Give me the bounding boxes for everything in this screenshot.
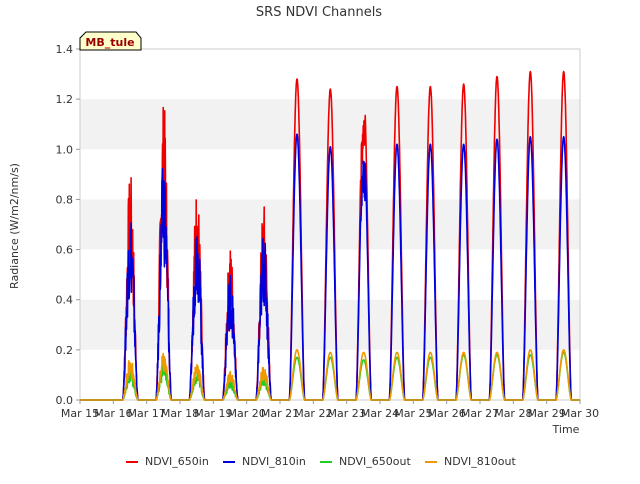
x-tick-label: Mar 29 xyxy=(528,407,566,420)
x-tick-label: Mar 20 xyxy=(228,407,266,420)
legend-label: NDVI_650out xyxy=(339,455,411,468)
grid-band xyxy=(80,199,580,250)
chart-title: SRS NDVI Channels xyxy=(256,5,382,20)
grid-band xyxy=(80,99,580,150)
x-axis-label: Time xyxy=(552,423,580,436)
y-tick-label: 0.6 xyxy=(56,244,74,257)
y-axis-ticks: 0.0 0.2 0.4 0.6 0.8 1.0 1.2 1.4 xyxy=(56,43,80,407)
series-line-ndvi-810out xyxy=(80,349,580,401)
x-tick-label: Mar 25 xyxy=(394,407,432,420)
y-tick-label: 0.4 xyxy=(56,294,74,307)
annotation-shape xyxy=(79,31,142,51)
series-layer xyxy=(80,70,580,401)
y-axis-label: Radiance (W/m2/nm/s) xyxy=(8,163,21,289)
grid-band xyxy=(80,249,580,300)
x-tick-label: Mar 24 xyxy=(361,407,399,420)
x-tick-label: Mar 26 xyxy=(428,407,466,420)
x-tick-label: Mar 15 xyxy=(61,407,99,420)
annotation-box: MB_tule xyxy=(79,31,142,51)
x-tick-label: Mar 17 xyxy=(128,407,166,420)
y-tick-label: 1.4 xyxy=(56,43,74,56)
y-tick-label: 0.2 xyxy=(56,344,74,357)
legend: NDVI_650in NDVI_810in NDVI_650out NDVI_810o… xyxy=(126,455,516,468)
x-tick-label: Mar 28 xyxy=(494,407,532,420)
legend-label: NDVI_650in xyxy=(145,455,209,468)
y-tick-label: 0.0 xyxy=(56,394,74,407)
y-tick-label: 0.8 xyxy=(56,193,74,206)
x-tick-label: Mar 23 xyxy=(328,407,366,420)
legend-label: NDVI_810in xyxy=(242,455,306,468)
x-tick-label: Mar 21 xyxy=(261,407,299,420)
x-tick-label: Mar 30 xyxy=(561,407,599,420)
y-tick-label: 1.0 xyxy=(56,143,74,156)
plot-frame xyxy=(79,48,581,401)
legend-label: NDVI_810out xyxy=(444,455,516,468)
x-tick-label: Mar 19 xyxy=(194,407,232,420)
x-tick-label: Mar 22 xyxy=(294,407,332,420)
x-tick-label: Mar 16 xyxy=(94,407,132,420)
x-tick-label: Mar 18 xyxy=(161,407,199,420)
annotation-label: MB_tule xyxy=(85,36,134,49)
x-tick-label: Mar 27 xyxy=(461,407,499,420)
y-tick-label: 1.2 xyxy=(56,93,74,106)
grid-band xyxy=(80,299,580,350)
